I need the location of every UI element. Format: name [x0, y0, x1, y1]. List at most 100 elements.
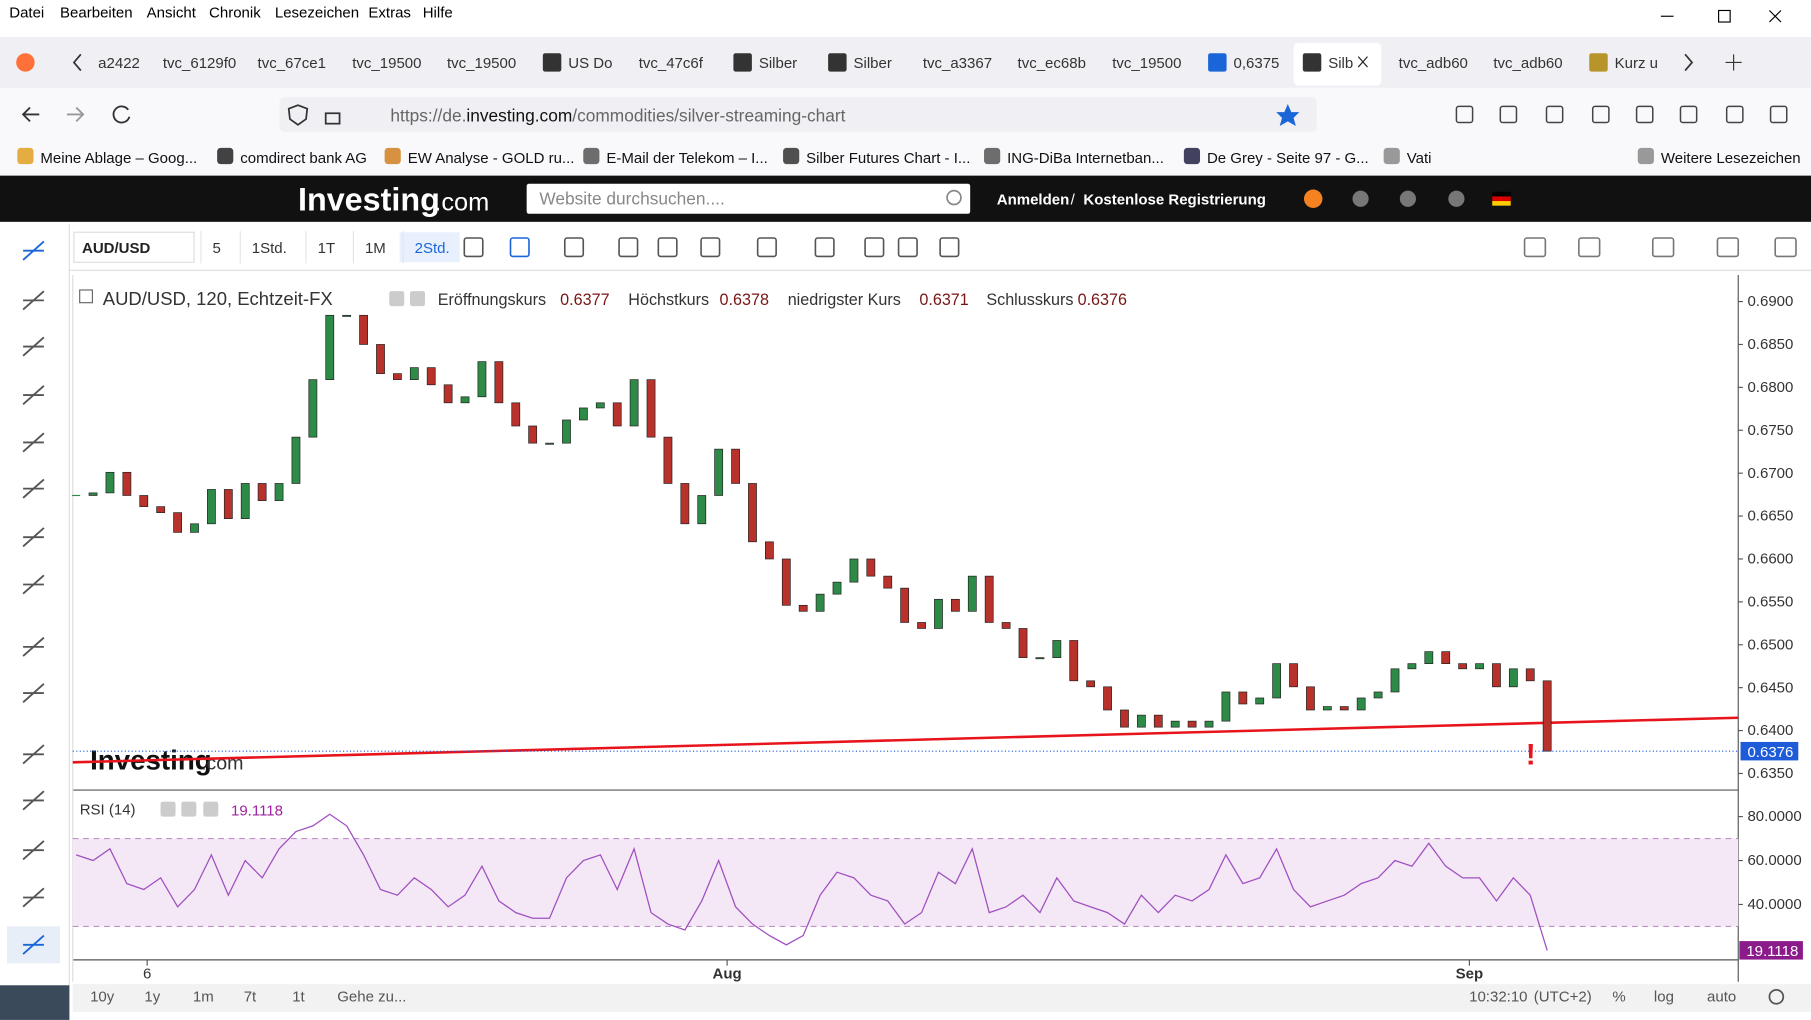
menu-item[interactable]: Lesezeichen — [275, 4, 359, 21]
tab[interactable]: tvc_19500 — [1112, 55, 1181, 72]
bookmark-star[interactable] — [1276, 104, 1300, 126]
toolbar-button — [1651, 237, 1675, 258]
tab[interactable]: tvc_a3367 — [923, 55, 992, 72]
bookmark[interactable]: EW Analyse - GOLD ru... — [408, 150, 575, 167]
tab[interactable]: tvc_47c6f — [639, 55, 704, 72]
menu-item[interactable]: Hilfe — [423, 4, 453, 21]
tab[interactable]: tvc_ec68b — [1018, 55, 1086, 72]
settings-icon[interactable] — [1768, 989, 1785, 1005]
bookmark-icon — [984, 147, 1001, 165]
bookmark[interactable]: Vati — [1407, 150, 1432, 167]
drawing-tool[interactable] — [22, 290, 45, 311]
bookmark[interactable]: Silber Futures Chart - I... — [806, 150, 970, 167]
range-button[interactable]: 1m — [193, 988, 214, 1005]
candle — [1289, 663, 1298, 688]
drawing-tool[interactable] — [22, 385, 45, 406]
menu-item[interactable]: Extras — [368, 4, 411, 21]
candle — [1086, 680, 1096, 688]
tab[interactable]: Silb — [1328, 55, 1353, 72]
tab[interactable]: tvc_19500 — [352, 55, 421, 72]
bookmark[interactable]: E-Mail der Telekom – I... — [606, 150, 767, 167]
menu-item[interactable]: Ansicht — [147, 4, 197, 21]
interval-button[interactable]: 1T — [318, 240, 336, 257]
toolbar-icon — [1545, 105, 1564, 124]
forward-button[interactable] — [66, 106, 85, 123]
drawing-tool[interactable] — [22, 840, 45, 861]
back-button[interactable] — [21, 106, 40, 123]
candle — [1356, 697, 1366, 711]
tab[interactable]: 0,6375 — [1234, 55, 1280, 72]
range-button[interactable]: 1y — [144, 988, 160, 1005]
menu-item[interactable]: Bearbeiten — [60, 4, 133, 21]
tab[interactable]: tvc_adb60 — [1399, 55, 1468, 72]
bookmark[interactable]: ING-DiBa Internetban... — [1007, 150, 1164, 167]
tab[interactable]: tvc_19500 — [447, 55, 516, 72]
tab[interactable]: US Do — [568, 55, 612, 72]
symbol[interactable]: AUD/USD — [82, 240, 151, 257]
menu-item[interactable]: Chronik — [209, 4, 261, 21]
trend-line — [72, 716, 1739, 764]
tab-icon — [1302, 53, 1322, 72]
url[interactable]: https://de.investing.com/commodities/sil… — [390, 105, 845, 125]
candle — [815, 593, 825, 612]
candle — [1492, 663, 1501, 688]
tab[interactable]: tvc_adb60 — [1493, 55, 1562, 72]
drawing-tool[interactable] — [22, 527, 45, 548]
bookmarks-bar — [0, 138, 1811, 176]
bookmark[interactable]: Weitere Lesezeichen — [1661, 150, 1801, 167]
log-toggle[interactable]: log — [1654, 988, 1674, 1005]
shield-icon — [287, 104, 309, 126]
tab-scroll-right[interactable] — [1684, 53, 1694, 72]
bookmark-icon — [17, 147, 34, 165]
candle — [1475, 663, 1484, 670]
tab[interactable]: Silber — [759, 55, 797, 72]
last-price-tag — [1740, 741, 1799, 761]
login-link[interactable]: Anmelden — [997, 192, 1070, 209]
register-link[interactable]: Kostenlose Registrierung — [1083, 192, 1266, 209]
tab[interactable]: tvc_6129f0 — [163, 55, 236, 72]
y-tick-label: 0.6600 — [1747, 551, 1793, 568]
range-button[interactable]: 7t — [244, 988, 257, 1005]
goto-button[interactable]: Gehe zu... — [337, 988, 406, 1005]
auto-toggle[interactable]: auto — [1707, 988, 1736, 1005]
range-button[interactable]: 1t — [292, 988, 305, 1005]
drawing-tool[interactable] — [22, 744, 45, 765]
drawing-tool[interactable] — [22, 887, 45, 908]
drawing-tool[interactable] — [22, 478, 45, 499]
drawing-tool[interactable] — [22, 934, 45, 955]
bookmark[interactable]: Meine Ablage – Goog... — [40, 150, 197, 167]
candle — [1407, 663, 1417, 670]
drawing-tool[interactable] — [22, 790, 45, 811]
drawing-tool[interactable] — [22, 574, 45, 595]
interval-button[interactable]: 1Std. — [252, 240, 287, 257]
menu-item[interactable]: Datei — [9, 4, 44, 21]
drawing-tool[interactable] — [22, 683, 45, 703]
rsi-band — [72, 838, 1739, 927]
toolbar-button — [1523, 237, 1547, 258]
tab-scroll-left[interactable] — [72, 53, 82, 72]
bookmark[interactable]: comdirect bank AG — [240, 150, 367, 167]
tab[interactable]: Kurz u — [1615, 55, 1658, 72]
tab[interactable]: tvc_67ce1 — [258, 55, 326, 72]
tab[interactable]: Silber — [854, 55, 892, 72]
drawing-tool[interactable] — [22, 240, 45, 261]
range-button[interactable]: 10y — [90, 988, 115, 1005]
bookmark[interactable]: De Grey - Seite 97 - G... — [1207, 150, 1369, 167]
drawing-tool[interactable] — [22, 432, 45, 453]
interval-button[interactable]: 5 — [213, 240, 221, 257]
timezone: (UTC+2) — [1534, 988, 1592, 1005]
close-icon — [1769, 10, 1782, 23]
candle — [122, 471, 132, 496]
ohlc-value: 0.6378 — [720, 291, 769, 309]
reload-button[interactable] — [112, 105, 131, 124]
search-placeholder[interactable]: Website durchsuchen.... — [539, 189, 724, 209]
interval-button[interactable]: 1M — [365, 240, 386, 257]
drawing-tool[interactable] — [22, 336, 45, 357]
drawing-tool[interactable] — [22, 636, 45, 657]
percent-toggle[interactable]: % — [1612, 988, 1625, 1005]
header-icon — [1352, 190, 1369, 207]
candle — [1103, 686, 1112, 711]
tab[interactable]: a2422 — [98, 55, 140, 72]
candle — [934, 598, 943, 629]
interval-button[interactable]: 2Std. — [415, 240, 450, 257]
